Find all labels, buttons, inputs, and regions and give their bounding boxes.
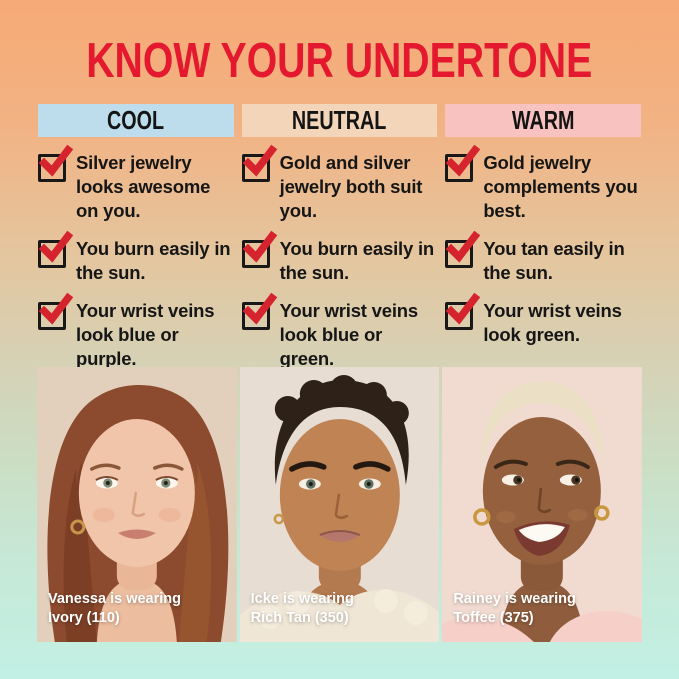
checklist-item-neutral-1: Gold and silver jewelry both suit you. [241, 144, 438, 237]
checkmark-icon [38, 144, 74, 177]
header-warm-label: WARM [511, 105, 575, 135]
page-title-text: KNOW YOUR UNDERTONE [86, 34, 593, 88]
checkmark-icon [242, 292, 277, 325]
caption-line2: Toffee (375) [453, 610, 534, 627]
checkbox-icon [445, 292, 481, 330]
page-title: KNOW YOUR UNDERTONE [0, 33, 679, 89]
caption-line1: Rainey is wearing [453, 591, 576, 608]
photo-neutral-model: Icke is wearing Rich Tan (350) [239, 367, 440, 642]
portrait-vanessa-illustration [37, 367, 237, 642]
checkbox-icon [241, 292, 277, 330]
checklist-item-warm-2: You tan easily in the sun. [445, 230, 641, 299]
checklist-item-cool-1: Silver jewelry looks awesome on you. [38, 144, 234, 237]
checkmark-icon [242, 230, 277, 263]
caption-line1: Icke is wearing [250, 591, 354, 608]
checkmark-icon [38, 230, 74, 263]
header-warm: WARM [445, 104, 641, 137]
portrait-rainey-illustration [442, 367, 642, 642]
checkmark-icon [446, 292, 481, 325]
checklist-item-text: You burn easily in the sun. [279, 238, 435, 284]
checkbox-icon [38, 144, 74, 182]
photo-caption: Vanessa is wearing Ivory (110) [48, 590, 181, 628]
checklist-item-text: You burn easily in the sun. [76, 238, 231, 284]
caption-line2: Ivory (110) [48, 610, 120, 627]
checklist: Silver jewelry looks awesome on you. You… [38, 144, 641, 369]
checklist-item-text: Your wrist veins look green. [483, 300, 622, 346]
header-cool-label: COOL [107, 105, 165, 135]
header-cool: COOL [38, 104, 234, 137]
photo-cool-model: Vanessa is wearing Ivory (110) [37, 367, 237, 642]
checklist-item-cool-2: You burn easily in the sun. [38, 230, 234, 299]
checkmark-icon [38, 292, 74, 325]
checklist-item-text: Silver jewelry looks awesome on you. [76, 152, 211, 222]
checklist-item-neutral-2: You burn easily in the sun. [241, 230, 438, 299]
header-neutral: NEUTRAL [241, 104, 438, 137]
header-neutral-label: NEUTRAL [292, 105, 387, 135]
checklist-item-warm-3: Your wrist veins look green. [445, 292, 641, 361]
photo-warm-model: Rainey is wearing Toffee (375) [442, 367, 642, 642]
checklist-item-text: Gold and silver jewelry both suit you. [279, 152, 423, 222]
checkbox-icon [241, 144, 277, 182]
checklist-item-text: You tan easily in the sun. [483, 238, 625, 284]
model-photos: Vanessa is wearing Ivory (110) [37, 367, 642, 642]
checkbox-icon [38, 292, 74, 330]
checklist-item-warm-1: Gold jewelry complements you best. [445, 144, 641, 237]
checkmark-icon [242, 144, 277, 177]
checkbox-icon [241, 230, 277, 268]
checkbox-icon [445, 144, 481, 182]
column-headers: COOL NEUTRAL WARM [38, 104, 641, 137]
caption-line1: Vanessa is wearing [48, 591, 181, 608]
photo-caption: Icke is wearing Rich Tan (350) [251, 590, 354, 628]
checkmark-icon [446, 230, 481, 263]
checklist-item-text: Your wrist veins look blue or green. [279, 300, 419, 370]
portrait-icke-illustration [239, 367, 440, 642]
checklist-item-text: Your wrist veins look blue or purple. [76, 300, 215, 370]
checkmark-icon [446, 144, 481, 177]
caption-line2: Rich Tan (350) [250, 610, 349, 627]
checkbox-icon [38, 230, 74, 268]
checklist-item-text: Gold jewelry complements you best. [483, 152, 638, 222]
checklist-item-cool-3: Your wrist veins look blue or purple. [38, 292, 234, 369]
checklist-item-neutral-3: Your wrist veins look blue or green. [241, 292, 438, 369]
photo-caption: Rainey is wearing Toffee (375) [453, 590, 576, 628]
checkbox-icon [445, 230, 481, 268]
